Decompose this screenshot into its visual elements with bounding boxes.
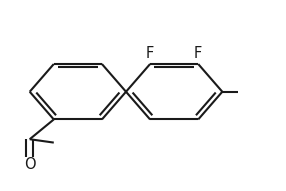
Text: F: F: [146, 46, 154, 61]
Text: F: F: [194, 46, 202, 61]
Text: O: O: [24, 157, 35, 172]
